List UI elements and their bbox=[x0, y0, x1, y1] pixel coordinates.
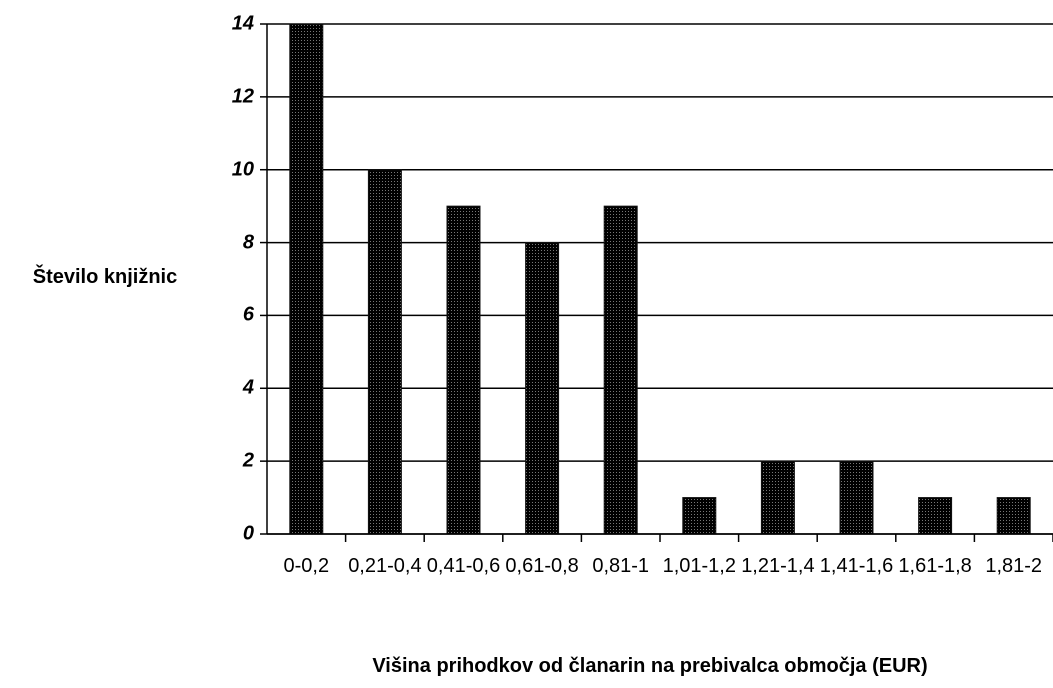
x-tick-label: 1,81-2 bbox=[985, 555, 1043, 577]
y-tick-label: 12 bbox=[231, 85, 254, 108]
x-tick-label: 0,81-1 bbox=[592, 555, 650, 577]
bar bbox=[446, 205, 481, 535]
y-tick-label: 4 bbox=[242, 376, 254, 399]
x-tick-label: 1,41-1,6 bbox=[819, 555, 894, 577]
bar bbox=[682, 497, 717, 535]
y-tick-label: 2 bbox=[242, 449, 254, 472]
x-axis-title: Višina prihodkov od članarin na prebival… bbox=[372, 655, 928, 677]
y-tick-label: 10 bbox=[231, 158, 254, 181]
bar bbox=[289, 23, 324, 535]
y-tick-label: 0 bbox=[242, 522, 254, 545]
bar bbox=[918, 497, 953, 535]
bar bbox=[839, 460, 874, 535]
y-tick-label: 8 bbox=[242, 231, 254, 254]
y-tick-label: 14 bbox=[231, 12, 254, 35]
bar bbox=[525, 242, 560, 535]
x-tick-label: 1,21-1,4 bbox=[741, 555, 815, 577]
bar bbox=[603, 205, 638, 535]
y-tick-label: 6 bbox=[242, 303, 254, 326]
x-tick-label: 1,01-1,2 bbox=[662, 555, 736, 577]
x-tick-label: 0,21-0,4 bbox=[348, 555, 422, 577]
x-tick-label: 0-0,2 bbox=[283, 555, 330, 577]
bar bbox=[367, 169, 402, 535]
y-axis-title: Število knjižnic bbox=[32, 266, 178, 288]
x-tick-label: 1,61-1,8 bbox=[898, 555, 972, 577]
x-tick-label: 0,41-0,6 bbox=[426, 555, 501, 577]
bar bbox=[760, 460, 795, 535]
bar bbox=[996, 497, 1031, 535]
x-tick-label: 0,61-0,8 bbox=[505, 555, 579, 577]
